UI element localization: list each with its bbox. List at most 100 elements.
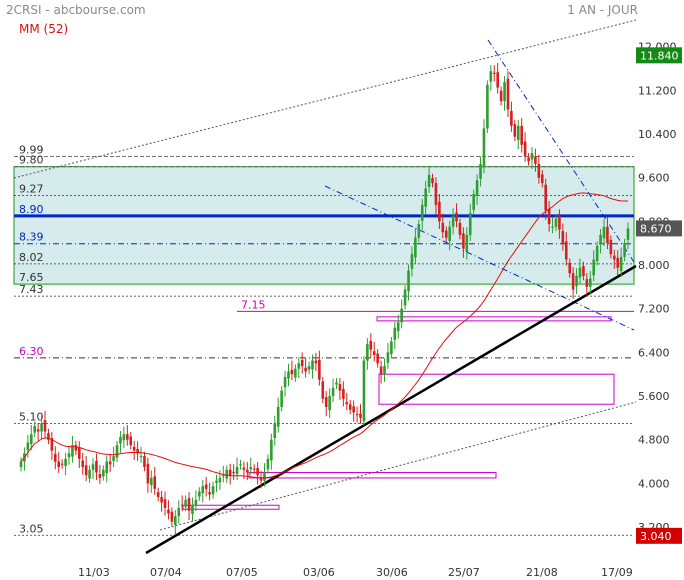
candle-body [345,402,349,405]
candle-body [486,84,489,129]
candle-body [194,499,198,506]
candle-body [475,180,479,196]
low-price-tag-bg [636,527,682,544]
candle-body [420,204,424,221]
low-price-tag: 3.040 [640,530,672,543]
candle-body [64,458,67,466]
candle-body [318,360,321,380]
candle-body [71,445,74,457]
candle-body [407,270,410,292]
moving-average-line [20,192,628,479]
candle-body [67,453,71,458]
y-tick-label: 4.000 [638,477,670,490]
candle-body [215,480,218,483]
candle-body [403,289,407,306]
candle-body [143,456,146,468]
candle-body [259,478,263,481]
candle-body [499,90,503,102]
magenta-zone-box [182,504,280,510]
y-tick-label: 6.400 [638,346,670,359]
candle-body [331,387,335,397]
y-tick-label: 4.800 [638,434,670,447]
candle-body [33,426,37,433]
candle-body [465,234,469,252]
level-label: 8.02 [19,251,44,264]
x-tick-label: 11/03 [78,566,110,579]
support-resistance-zone [13,166,635,285]
candle-body [492,72,496,74]
candle-body [479,163,482,179]
candle-body [417,224,421,238]
candle-body [208,492,211,495]
candle-body [534,156,537,164]
candle-body [462,233,465,249]
candle-body [523,141,527,156]
candle-body [599,234,602,245]
candle-body [287,371,290,379]
candle-body [338,384,342,391]
candle-body [626,228,630,240]
candle-body [283,376,287,388]
candle-body [211,486,215,495]
magenta-zone-box [378,373,615,405]
y-tick-label: 10.400 [638,128,677,141]
x-tick-label: 03/06 [303,566,335,579]
candle-body [163,499,167,508]
x-tick-label: 21/08 [526,566,558,579]
candle-body [616,257,620,268]
candle-body [150,477,153,486]
level-label: 7.65 [19,271,44,284]
candle-body [585,279,589,287]
candle-body [246,469,249,473]
candle-body [177,507,181,517]
candle-body [400,308,403,323]
candle-body [595,245,599,262]
candle-body [612,255,616,260]
candle-body [53,453,57,462]
candle-body [304,367,307,372]
candle-body [57,461,61,468]
candle-body [160,497,163,503]
candle-body [249,467,253,470]
candle-body [393,327,397,340]
candle-body [441,222,445,233]
candle-body [266,458,270,470]
level-label: 3.05 [19,522,44,535]
high-price-tag: 11.840 [640,49,679,62]
candle-body [451,215,455,227]
candle-body [582,266,585,276]
candle-body [129,436,133,446]
x-tick-label: 07/04 [150,566,182,579]
candle-body [112,456,115,462]
candle-body [252,468,256,470]
candle-body [424,188,427,207]
candle-body [242,467,246,470]
candle-body [201,486,205,494]
candle-body [609,239,613,255]
level-label: 5.10 [19,410,44,423]
candle-body [43,420,47,432]
candle-body [434,183,438,205]
candle-body [448,226,451,241]
candle-body [564,241,568,260]
candle-body [386,352,390,363]
candle-body [362,360,366,422]
candle-body [136,449,139,454]
candle-body [455,212,458,222]
channel-lower-line [159,401,637,531]
candle-body [36,429,40,432]
candle-body [383,366,386,375]
candle-body [540,174,544,184]
magenta-zone-box [376,316,612,322]
candle-body [156,492,160,498]
candle-body [153,476,157,489]
candle-body [276,406,280,427]
candle-body [513,124,517,137]
candle-body [232,471,235,473]
y-tick-label: 7.200 [638,303,670,316]
candle-body [290,369,294,375]
level-label: 9.99 [19,143,44,156]
candle-body [102,469,105,477]
candle-body [516,125,520,140]
candle-body [29,434,33,445]
